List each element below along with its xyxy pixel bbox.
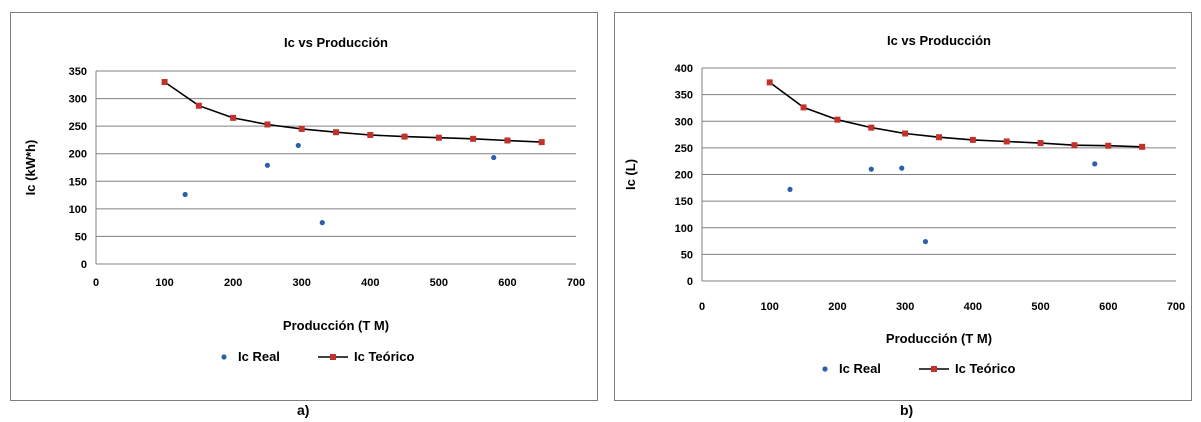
chart-title: Ic vs Producción bbox=[284, 35, 388, 50]
legend-label-ic-teorico: Ic Teórico bbox=[955, 361, 1016, 376]
series-line-ic-teorico bbox=[769, 81, 1143, 148]
data-point-ic-teorico bbox=[298, 125, 305, 132]
x-tick-label: 500 bbox=[1031, 301, 1049, 313]
data-point-ic-real bbox=[1092, 161, 1098, 167]
data-point-ic-teorico bbox=[538, 139, 545, 146]
x-tick-label: 100 bbox=[761, 301, 779, 313]
y-tick-label: 0 bbox=[81, 259, 87, 271]
x-tick-label: 200 bbox=[224, 277, 242, 289]
x-tick-label: 600 bbox=[1099, 301, 1117, 313]
legend-marker-ic-teorico bbox=[330, 354, 336, 360]
data-point-ic-real bbox=[899, 165, 905, 171]
chart-panel-a: Ic vs Producción 0 50 100 150 200 250 300 350 0 10… bbox=[10, 12, 598, 401]
data-point-ic-teorico bbox=[161, 79, 168, 86]
x-axis-label: Producción (T M) bbox=[283, 318, 389, 333]
legend-marker-ic-teorico bbox=[931, 366, 937, 372]
y-tick-label: 250 bbox=[69, 121, 87, 133]
data-point-ic-teorico bbox=[1105, 142, 1112, 149]
data-point-ic-real bbox=[182, 191, 188, 198]
data-point-ic-real bbox=[491, 154, 497, 161]
y-tick-label: 300 bbox=[675, 116, 693, 128]
legend-marker-ic-real bbox=[822, 366, 828, 372]
y-tick-label: 150 bbox=[69, 176, 87, 188]
x-tick-label: 100 bbox=[155, 277, 173, 289]
panel-label-b: b) bbox=[900, 402, 914, 418]
data-point-ic-teorico bbox=[800, 104, 807, 111]
y-tick-label: 400 bbox=[675, 63, 693, 75]
x-tick-label: 0 bbox=[699, 301, 705, 313]
y-tick-label: 350 bbox=[675, 90, 693, 102]
data-point-ic-real bbox=[295, 142, 301, 149]
x-tick-label: 0 bbox=[93, 277, 99, 289]
data-point-ic-teorico bbox=[435, 134, 442, 141]
chart-panel-b: Ic vs Producción 0 50 100 150 200 250 300 350 400… bbox=[614, 12, 1192, 401]
data-point-ic-teorico bbox=[1037, 140, 1044, 147]
x-tick-label: 400 bbox=[361, 277, 379, 289]
panel-label-a: a) bbox=[297, 402, 310, 418]
y-tick-label: 200 bbox=[69, 149, 87, 161]
series-line-ic-teorico bbox=[164, 81, 542, 143]
data-point-ic-teorico bbox=[504, 137, 511, 144]
x-tick-label: 300 bbox=[896, 301, 914, 313]
y-axis-label: Ic (L) bbox=[623, 159, 638, 190]
data-point-ic-teorico bbox=[1139, 143, 1146, 150]
data-point-ic-teorico bbox=[470, 135, 477, 142]
data-point-ic-teorico bbox=[1003, 138, 1010, 145]
y-tick-label: 50 bbox=[75, 231, 87, 243]
data-point-ic-real bbox=[922, 238, 929, 245]
data-point-ic-real bbox=[787, 186, 793, 193]
data-point-ic-real bbox=[319, 220, 325, 226]
data-point-ic-real bbox=[264, 162, 271, 168]
chart-a-svg: Ic vs Producción 0 50 100 150 200 250 300 350 0 10… bbox=[23, 35, 585, 364]
data-point-ic-teorico bbox=[367, 131, 374, 138]
x-tick-label: 500 bbox=[430, 277, 448, 289]
x-tick-label: 200 bbox=[828, 301, 846, 313]
data-point-ic-teorico bbox=[902, 130, 909, 137]
data-point-ic-teorico bbox=[195, 102, 202, 109]
chart-b-svg: Ic vs Producción 0 50 100 150 200 250 300 350 400… bbox=[623, 33, 1185, 376]
legend-label-ic-real: Ic Real bbox=[839, 361, 881, 376]
legend-label-ic-teorico: Ic Teórico bbox=[354, 349, 415, 364]
x-tick-label: 600 bbox=[498, 277, 516, 289]
data-point-ic-real bbox=[868, 166, 874, 172]
data-point-ic-teorico bbox=[766, 79, 773, 86]
y-tick-label: 200 bbox=[675, 170, 693, 182]
x-tick-label: 300 bbox=[293, 277, 311, 289]
y-axis-label: Ic (kW*h) bbox=[23, 140, 38, 196]
data-point-ic-teorico bbox=[834, 116, 841, 123]
data-point-ic-teorico bbox=[868, 124, 875, 131]
y-tick-label: 300 bbox=[69, 94, 87, 106]
x-axis-label: Producción (T M) bbox=[886, 331, 992, 346]
x-tick-label: 400 bbox=[964, 301, 982, 313]
y-tick-label: 50 bbox=[681, 249, 693, 261]
data-point-ic-teorico bbox=[969, 136, 976, 143]
x-tick-label: 700 bbox=[567, 277, 585, 289]
y-tick-label: 100 bbox=[675, 223, 693, 235]
y-tick-label: 250 bbox=[675, 143, 693, 155]
chart-title: Ic vs Producción bbox=[887, 33, 991, 48]
y-tick-label: 100 bbox=[69, 204, 87, 216]
x-tick-label: 700 bbox=[1167, 301, 1185, 313]
y-tick-label: 0 bbox=[687, 276, 693, 288]
legend-label-ic-real: Ic Real bbox=[238, 349, 280, 364]
data-point-ic-teorico bbox=[1071, 142, 1078, 149]
data-point-ic-teorico bbox=[401, 133, 408, 140]
y-tick-label: 350 bbox=[69, 66, 87, 78]
data-point-ic-teorico bbox=[333, 129, 339, 136]
data-point-ic-teorico bbox=[936, 134, 942, 141]
data-point-ic-teorico bbox=[230, 114, 237, 121]
legend-marker-ic-real bbox=[221, 354, 227, 360]
y-tick-label: 150 bbox=[675, 196, 693, 208]
data-point-ic-teorico bbox=[264, 121, 271, 128]
